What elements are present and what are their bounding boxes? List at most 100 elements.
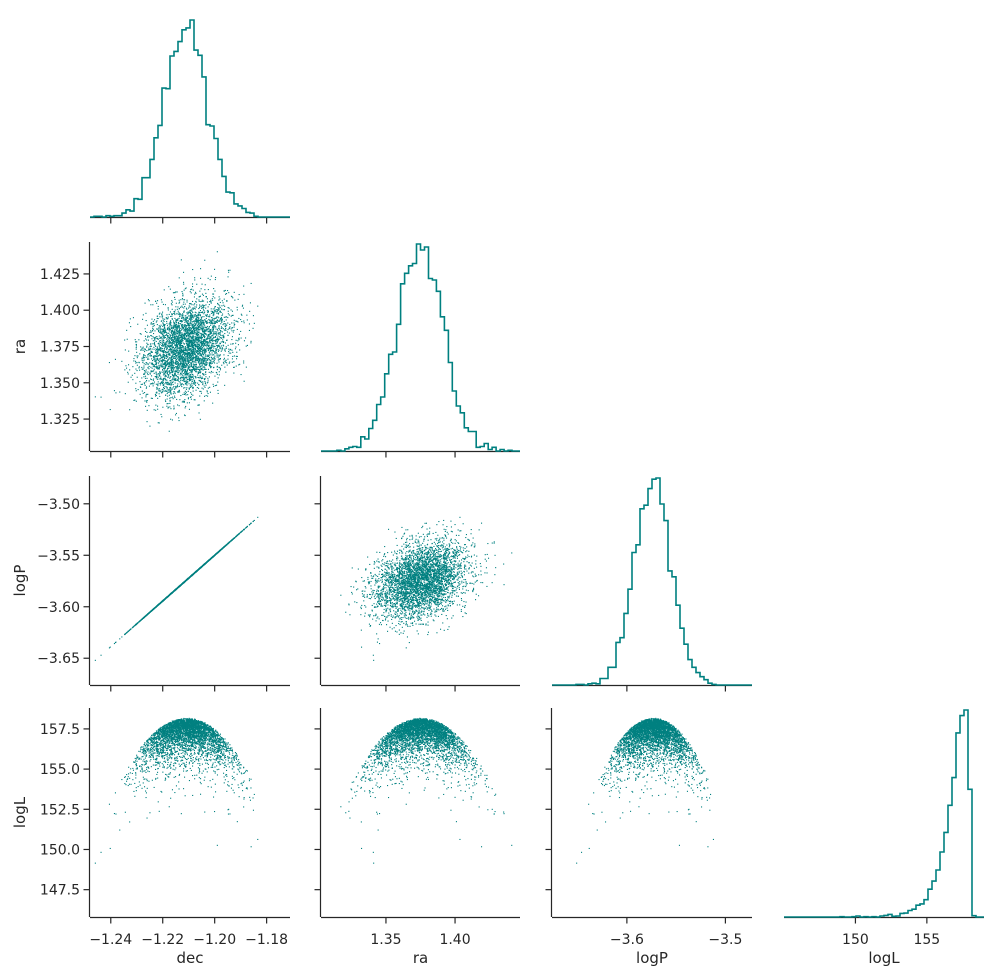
scatter-point <box>187 311 189 313</box>
scatter-point <box>192 340 194 342</box>
scatter-point <box>155 404 157 406</box>
scatter-point <box>186 335 188 337</box>
scatter-point <box>199 339 201 341</box>
scatter-point <box>186 299 188 301</box>
scatter-point <box>204 364 206 366</box>
scatter-point <box>181 340 183 342</box>
scatter-point <box>172 339 174 341</box>
scatter-point <box>167 363 169 365</box>
scatter-point <box>142 349 144 351</box>
scatter-point <box>162 303 164 305</box>
scatter-point <box>186 317 188 319</box>
scatter-point <box>165 365 167 367</box>
scatter-point <box>186 343 188 345</box>
scatter-point <box>196 336 198 338</box>
scatter-point <box>157 384 159 386</box>
scatter-point <box>140 346 142 348</box>
scatter-point <box>171 361 173 363</box>
scatter-point <box>195 320 197 322</box>
scatter-point <box>163 363 165 365</box>
scatter-point <box>173 340 175 342</box>
scatter-point <box>197 324 199 326</box>
scatter-point <box>201 361 203 363</box>
scatter-point <box>236 306 238 308</box>
scatter-point <box>184 288 186 290</box>
scatter-point <box>213 318 215 320</box>
scatter-point <box>185 370 187 372</box>
scatter-point <box>154 355 156 357</box>
scatter-point <box>157 367 159 369</box>
scatter-point <box>178 365 180 367</box>
scatter-point <box>177 357 179 359</box>
scatter-point <box>213 312 215 314</box>
scatter-point <box>167 382 169 384</box>
scatter-point <box>201 307 203 309</box>
scatter-point <box>195 327 197 329</box>
scatter-point <box>143 367 145 369</box>
scatter-point <box>177 310 179 312</box>
scatter-point <box>182 299 184 301</box>
scatter-point <box>257 516 259 518</box>
scatter-point <box>160 337 162 339</box>
scatter-point <box>199 314 201 316</box>
scatter-point <box>164 345 166 347</box>
scatter-point <box>156 367 158 369</box>
scatter-point <box>114 358 116 360</box>
scatter-point <box>188 305 190 307</box>
scatter-point <box>190 289 192 291</box>
scatter-point <box>208 336 210 338</box>
scatter-point <box>181 339 183 341</box>
scatter-point <box>220 341 222 343</box>
scatter-point <box>171 388 173 390</box>
scatter-point <box>165 386 167 388</box>
scatter-point <box>207 327 209 329</box>
scatter-point <box>252 327 254 329</box>
scatter-point <box>146 386 148 388</box>
scatter-point <box>137 355 139 357</box>
scatter-point <box>222 324 224 326</box>
scatter-point <box>180 347 182 349</box>
scatter-point <box>199 320 201 322</box>
scatter-point <box>219 355 221 357</box>
scatter-point <box>185 339 187 341</box>
scatter-point <box>156 356 158 358</box>
scatter-point <box>189 379 191 381</box>
scatter-point <box>204 319 206 321</box>
scatter-point <box>174 382 176 384</box>
scatter-point <box>158 329 160 331</box>
scatter-point <box>188 345 190 347</box>
scatter-point <box>161 363 163 365</box>
scatter-point <box>216 331 218 333</box>
scatter-point <box>208 319 210 321</box>
scatter-point <box>180 320 182 322</box>
scatter-point <box>191 333 193 335</box>
scatter-point <box>169 372 171 374</box>
scatter-point <box>209 347 211 349</box>
scatter-point <box>202 321 204 323</box>
scatter-point <box>225 293 227 295</box>
scatter-point <box>170 389 172 391</box>
scatter-point <box>185 287 187 289</box>
scatter-point <box>180 259 182 261</box>
scatter-point <box>191 313 193 315</box>
scatter-point <box>199 346 201 348</box>
scatter-point <box>141 357 143 359</box>
scatter-point <box>177 344 179 346</box>
scatter-point <box>184 376 186 378</box>
scatter-point <box>196 319 198 321</box>
scatter-point <box>146 324 148 326</box>
scatter-point <box>218 371 220 373</box>
scatter-point <box>163 342 165 344</box>
scatter-point <box>195 343 197 345</box>
scatter-point <box>164 361 166 363</box>
scatter-point <box>200 332 202 334</box>
scatter-point <box>191 326 193 328</box>
scatter-point <box>192 339 194 341</box>
scatter-point <box>205 340 207 342</box>
scatter-point <box>138 366 140 368</box>
scatter-point <box>206 362 208 364</box>
scatter-point <box>211 345 213 347</box>
scatter-point <box>218 308 220 310</box>
scatter-point <box>184 319 186 321</box>
scatter-point <box>178 340 180 342</box>
